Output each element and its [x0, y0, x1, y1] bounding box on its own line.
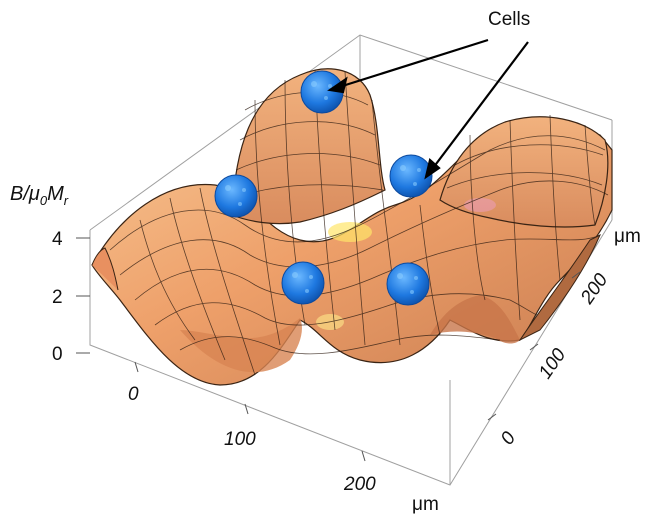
y-tick-label: 200 [576, 270, 612, 309]
y-tick-label: 100 [535, 345, 571, 383]
x-tick-label: 200 [343, 474, 376, 495]
x-axis-unit: μm [412, 494, 439, 515]
cell-marker [214, 174, 258, 218]
y-axis-unit: μm [614, 226, 641, 247]
z-tick-label: 0 [52, 344, 63, 365]
cell-marker [281, 261, 325, 305]
z-axis-label: B/μ0Mr [10, 183, 69, 208]
z-tick-label: 4 [52, 229, 63, 250]
z-axis-ticks: 4 2 0 [52, 229, 90, 365]
field-surface [91, 68, 613, 386]
cell-marker [389, 154, 433, 198]
callout-arrows [327, 38, 529, 180]
x-tick-label: 0 [128, 384, 139, 405]
cells-callout-label: Cells [488, 9, 530, 30]
x-tick-label: 100 [224, 429, 256, 450]
x-axis-ticks: 0 100 200 μm [128, 361, 439, 515]
z-tick-label: 2 [52, 287, 63, 308]
cell-marker [386, 262, 430, 306]
y-tick-label: 0 [497, 428, 521, 449]
cells [214, 70, 433, 306]
